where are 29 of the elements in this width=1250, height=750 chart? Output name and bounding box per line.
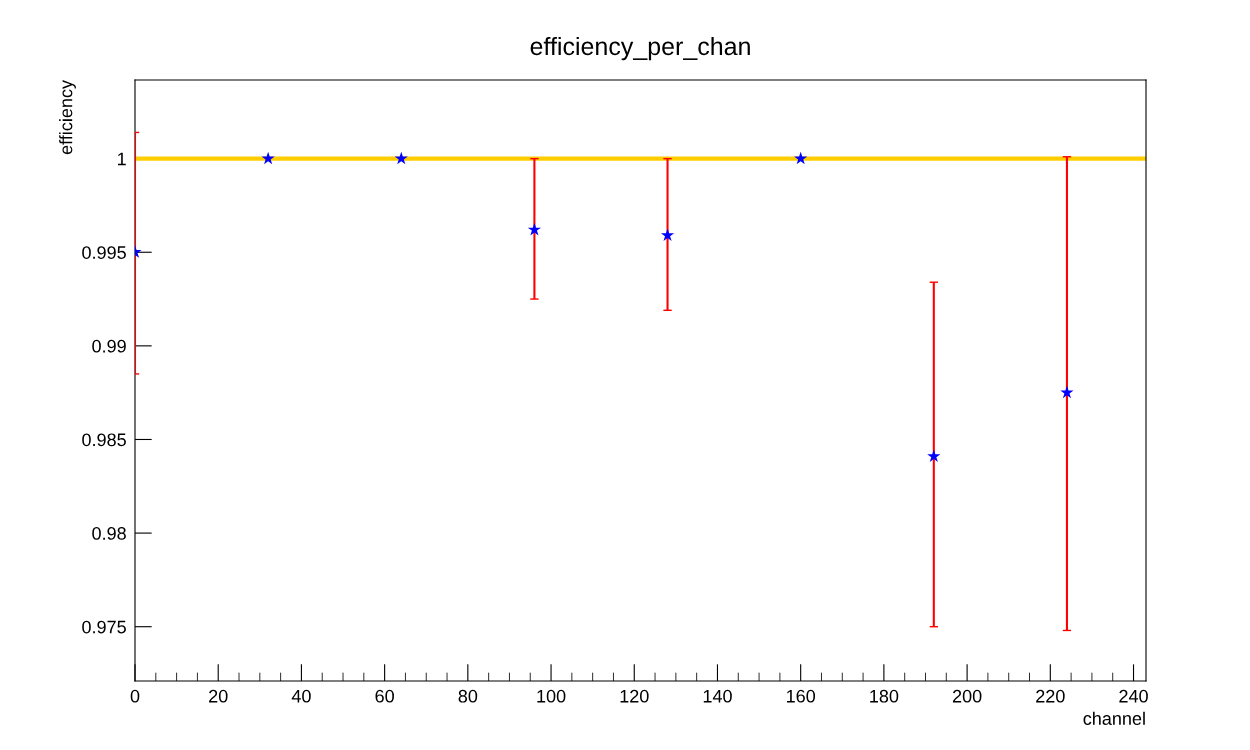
x-tick-label: 0 (130, 689, 140, 703)
x-tick-label: 240 (1119, 689, 1148, 703)
x-tick-label: 220 (1036, 689, 1065, 703)
y-tick-label: 1 (118, 152, 126, 166)
x-tick-label: 40 (291, 689, 311, 703)
x-tick-label: 60 (375, 689, 394, 703)
chart-title: efficiency_per_chan (530, 36, 750, 61)
point (927, 449, 941, 462)
point (660, 228, 675, 242)
x-tick-label: 120 (620, 689, 649, 703)
y-tick-label: 0.99 (92, 339, 126, 353)
x-tick-label: 140 (703, 689, 732, 703)
y-tick-label: 0.995 (82, 246, 126, 259)
x-tick-label: 20 (209, 689, 228, 703)
x-tick-label: 180 (870, 689, 899, 703)
point (261, 151, 275, 165)
x-axis-title: channel (1083, 711, 1145, 725)
point (527, 222, 542, 236)
x-tick-label: 100 (537, 689, 566, 703)
point (394, 151, 408, 165)
y-tick-label: 0.975 (82, 620, 126, 634)
x-tick-label: 80 (458, 689, 478, 703)
point (1060, 385, 1074, 399)
y-tick-label: 0.985 (82, 433, 126, 447)
y-axis-title: efficiency (59, 80, 76, 155)
x-tick-label: 160 (786, 689, 816, 703)
x-tick-label: 200 (952, 689, 982, 703)
point (794, 151, 808, 165)
y-tick-label: 0.98 (92, 527, 126, 540)
